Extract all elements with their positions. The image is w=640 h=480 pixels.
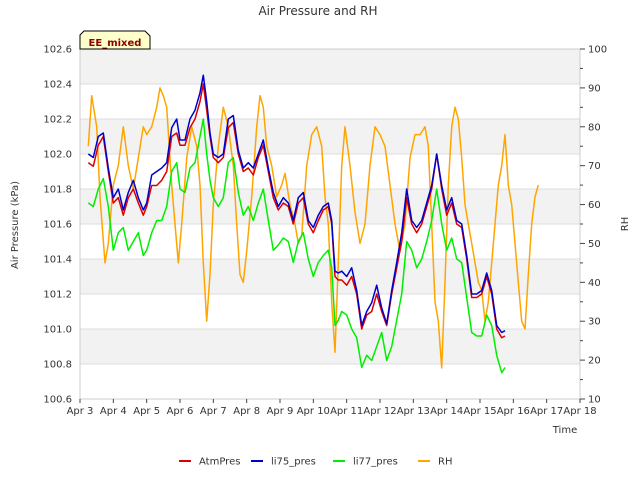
x-tick-label: Apr 8 — [233, 406, 260, 417]
y-tick-label: 101.6 — [43, 220, 72, 231]
y2-tick-label: 80 — [588, 122, 601, 133]
plot-band — [80, 119, 580, 154]
legend-label: li77_pres — [353, 457, 398, 468]
plot-band — [80, 49, 580, 84]
y-tick-label: 100.8 — [43, 360, 72, 371]
y-tick-label: 102.0 — [43, 150, 72, 161]
y-tick-label: 101.2 — [43, 290, 72, 301]
legend-label: li75_pres — [271, 457, 316, 468]
y-tick-label: 101.0 — [43, 325, 72, 336]
x-tick-label: Apr 14 — [430, 406, 463, 417]
badge: EE_mixed — [79, 30, 151, 50]
y2-tick-label: 10 — [588, 395, 601, 406]
x-tick-label: Apr 12 — [363, 406, 396, 417]
x-tick-label: Apr 13 — [397, 406, 430, 417]
legend-label: AtmPres — [199, 457, 240, 468]
x-tick-label: Apr 7 — [200, 406, 227, 417]
x-tick-label: Apr 15 — [463, 406, 496, 417]
series-line-rh — [87, 87, 540, 369]
x-tick-label: Apr 4 — [100, 406, 127, 417]
chart-title: Air Pressure and RH — [258, 4, 377, 18]
y2-tick-label: 50 — [588, 239, 601, 250]
badge-label: EE_mixed — [89, 38, 142, 49]
series-lines — [87, 74, 540, 374]
y2-axis-title: RH — [620, 217, 631, 231]
y2-axis-ticks: 10 20 30 40 50 60 70 80 90 100 — [580, 45, 607, 406]
y-tick-label: 100.6 — [43, 395, 72, 406]
x-axis-ticks: Apr 3 Apr 4 Apr 5 Apr 6 Apr 7 Apr 8 Apr 9 Apr 1… — [67, 399, 597, 417]
y2-tick-label: 60 — [588, 200, 601, 211]
y-tick-label: 102.4 — [43, 80, 72, 91]
series-line-li75-pres — [87, 74, 506, 334]
x-tick-label: Apr 16 — [497, 406, 530, 417]
y2-tick-label: 70 — [588, 161, 601, 172]
x-tick-label: Apr 18 — [563, 406, 596, 417]
y2-tick-label: 20 — [588, 356, 601, 367]
x-tick-label: Apr 17 — [530, 406, 563, 417]
legend-label: RH — [438, 457, 452, 468]
legend: AtmPres li75_pres li77_pres RH — [179, 457, 452, 468]
y-tick-label: 101.4 — [43, 255, 72, 266]
plot-bands — [80, 49, 580, 364]
y-tick-label: 102.6 — [43, 45, 72, 56]
x-tick-label: Apr 3 — [67, 406, 94, 417]
x-axis-title: Time — [552, 425, 577, 436]
y2-tick-label: 100 — [588, 45, 607, 56]
x-tick-label: Apr 11 — [330, 406, 363, 417]
y2-tick-label: 40 — [588, 278, 601, 289]
y2-tick-label: 90 — [588, 83, 601, 94]
x-tick-label: Apr 5 — [133, 406, 160, 417]
series-line-li77-pres — [87, 118, 506, 374]
y-tick-label: 101.8 — [43, 185, 72, 196]
y-tick-label: 102.2 — [43, 115, 72, 126]
y-axis-ticks: 100.6 100.8 101.0 101.2 101.4 101.6 101.8 102.0… — [43, 45, 72, 406]
x-tick-label: Apr 10 — [297, 406, 330, 417]
x-tick-label: Apr 6 — [167, 406, 194, 417]
plot-band — [80, 329, 580, 364]
y-axis-title: Air Pressure (kPa) — [10, 181, 21, 269]
x-tick-label: Apr 9 — [267, 406, 294, 417]
badge-box — [79, 30, 151, 50]
y2-tick-label: 30 — [588, 317, 601, 328]
